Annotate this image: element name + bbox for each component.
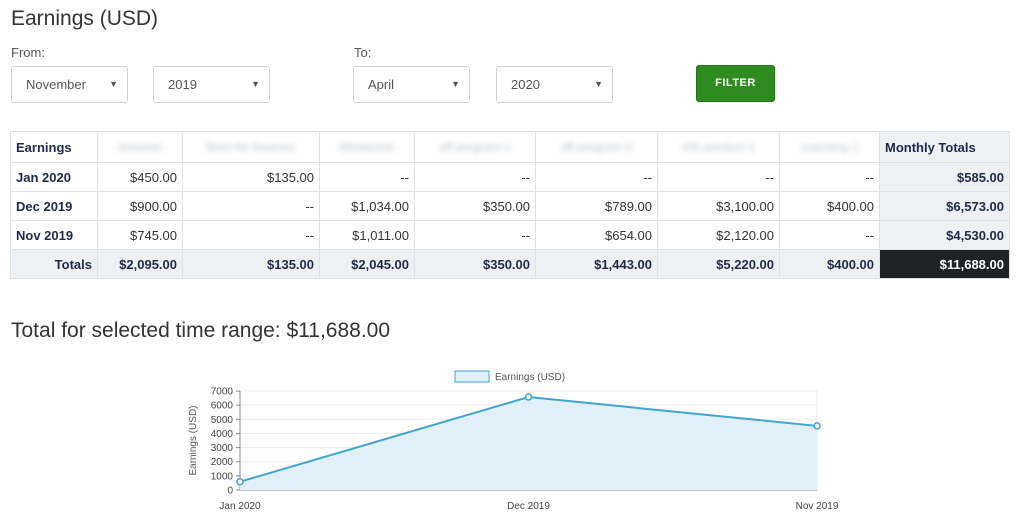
monthly-total-cell: $4,530.00	[879, 220, 1010, 250]
chevron-down-icon: ▼	[451, 79, 460, 89]
header-source-6: info product 1	[657, 131, 780, 163]
page-title: Earnings (USD)	[11, 7, 159, 30]
to-year-value: 2020	[511, 77, 540, 92]
chart-series	[236, 393, 821, 490]
x-tick-label: Nov 2019	[796, 501, 839, 512]
monthly-total-cell: $585.00	[879, 162, 1010, 192]
totals-cell: $5,220.00	[657, 249, 780, 279]
x-tick-label: Jan 2020	[219, 501, 261, 512]
chevron-down-icon: ▼	[251, 79, 260, 89]
x-tick-label: Dec 2019	[507, 501, 550, 512]
header-earnings: Earnings	[10, 131, 98, 163]
header-source-2: Best Ad Sources	[182, 131, 320, 163]
chevron-down-icon: ▼	[594, 79, 603, 89]
data-point	[813, 422, 821, 430]
table-header-row: Earnings Amazon Best Ad Sources Mediavin…	[10, 131, 1010, 163]
earnings-chart: 0 1000 2000 3000 4000 5000 6000 7000 Jan 2020 Dec…	[188, 370, 839, 512]
chevron-down-icon: ▼	[109, 79, 118, 89]
to-month-value: April	[368, 77, 395, 92]
table-cell: --	[414, 162, 536, 192]
table-cell: $900.00	[97, 191, 183, 221]
earnings-table: Earnings Amazon Best Ad Sources Mediavin…	[10, 131, 1010, 279]
row-label: Dec 2019	[10, 191, 98, 221]
row-label: Nov 2019	[10, 220, 98, 250]
table-cell: --	[319, 162, 415, 192]
from-month-value: November	[26, 77, 86, 92]
table-cell: $2,120.00	[657, 220, 780, 250]
to-label: To:	[354, 45, 372, 60]
to-month-select[interactable]: April ▼	[353, 66, 470, 103]
totals-cell: $2,045.00	[319, 249, 415, 279]
y-tick-label: 2000	[211, 457, 234, 468]
y-tick-label: 7000	[211, 387, 234, 398]
totals-cell: $350.00	[414, 249, 536, 279]
header-source-1: Amazon	[97, 131, 183, 163]
monthly-total-cell: $6,573.00	[879, 191, 1010, 221]
table-cell: --	[182, 191, 320, 221]
totals-cell: $2,095.00	[97, 249, 183, 279]
chart-legend: Earnings (USD)	[454, 370, 565, 383]
header-source-4: aff program 1	[414, 131, 536, 163]
table-cell: $745.00	[97, 220, 183, 250]
y-tick-label: 3000	[211, 443, 234, 454]
header-source-5: aff program 2	[535, 131, 658, 163]
table-cell: $789.00	[535, 191, 658, 221]
legend-label: Earnings (USD)	[495, 372, 565, 383]
table-cell: $1,011.00	[319, 220, 415, 250]
header-source-3: Mediavine	[319, 131, 415, 163]
table-cell: --	[535, 162, 658, 192]
from-year-select[interactable]: 2019 ▼	[153, 66, 270, 103]
table-cell: $654.00	[535, 220, 658, 250]
from-label: From:	[11, 45, 45, 60]
table-cell: $3,100.00	[657, 191, 780, 221]
table-cell: --	[414, 220, 536, 250]
data-point	[524, 393, 533, 401]
from-month-select[interactable]: November ▼	[11, 66, 128, 103]
totals-cell: $135.00	[182, 249, 320, 279]
table-cell: --	[779, 220, 880, 250]
range-total: Total for selected time range: $11,688.0…	[11, 319, 391, 342]
legend-swatch	[454, 370, 490, 383]
header-source-7: coaching 1	[779, 131, 880, 163]
totals-label: Totals	[10, 249, 98, 279]
from-year-value: 2019	[168, 77, 197, 92]
to-year-select[interactable]: 2020 ▼	[496, 66, 613, 103]
table-row: Jan 2020 $450.00 $135.00 -- -- -- -- -- …	[10, 162, 1010, 192]
table-cell: --	[182, 220, 320, 250]
y-tick-label: 5000	[211, 415, 234, 426]
totals-row: Totals $2,095.00 $135.00 $2,045.00 $350.…	[10, 249, 1010, 279]
totals-cell: $400.00	[779, 249, 880, 279]
table-row: Dec 2019 $900.00 -- $1,034.00 $350.00 $7…	[10, 191, 1010, 221]
table-row: Nov 2019 $745.00 -- $1,011.00 -- $654.00…	[10, 220, 1010, 250]
table-cell: $400.00	[779, 191, 880, 221]
totals-cell: $1,443.00	[535, 249, 658, 279]
table-cell: --	[779, 162, 880, 192]
y-tick-label: 1000	[211, 471, 234, 482]
data-point	[236, 477, 244, 486]
y-axis-label: Earnings (USD)	[188, 405, 199, 475]
table-cell: $350.00	[414, 191, 536, 221]
table-cell: $135.00	[182, 162, 320, 192]
table-cell: $1,034.00	[319, 191, 415, 221]
filter-button[interactable]: FILTER	[696, 65, 775, 102]
y-tick-label: 0	[227, 486, 233, 497]
table-cell: $450.00	[97, 162, 183, 192]
grand-total-cell: $11,688.00	[879, 249, 1010, 279]
table-cell: --	[657, 162, 780, 192]
y-tick-label: 6000	[211, 401, 234, 412]
header-monthly-totals: Monthly Totals	[879, 131, 1010, 163]
series-area	[240, 397, 817, 490]
y-tick-label: 4000	[211, 429, 234, 440]
row-label: Jan 2020	[10, 162, 98, 192]
